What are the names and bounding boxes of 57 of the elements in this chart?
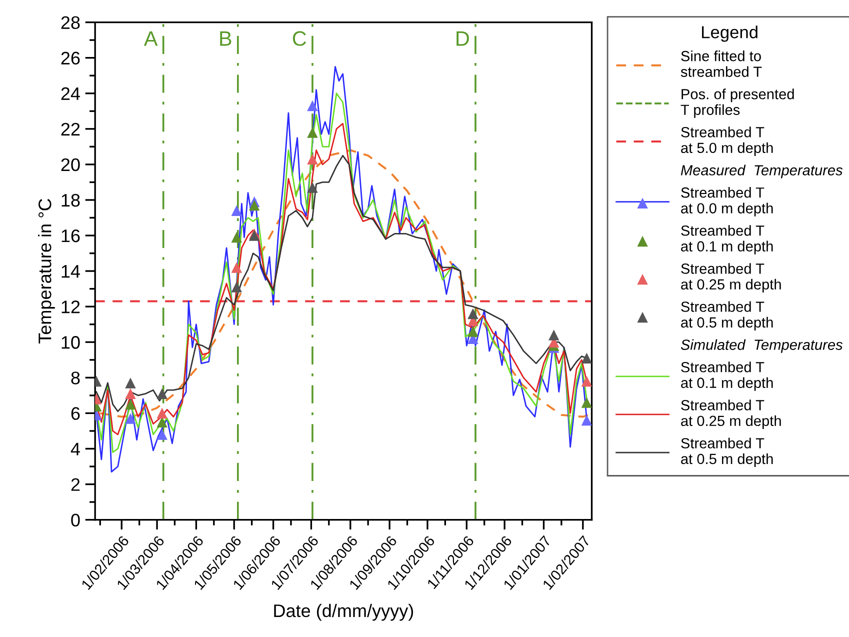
point <box>581 397 592 408</box>
point <box>307 154 318 164</box>
ref-line-label: C <box>292 31 306 46</box>
point <box>125 388 136 400</box>
point <box>307 127 318 138</box>
y-tick-label: 24 <box>61 87 80 100</box>
point <box>231 282 242 292</box>
y-tick-label: 16 <box>62 229 80 242</box>
legend-label: Streambed T at 0.25 m depth <box>681 263 781 292</box>
legend-label: Sine fitted to streambed T <box>680 50 762 77</box>
point <box>231 262 242 273</box>
y-tick-label: 10 <box>62 336 80 349</box>
y-tick-label: 4 <box>70 442 80 456</box>
point <box>468 326 478 337</box>
x-axis-title: Date (d/mm/yyyy) <box>274 604 414 621</box>
y-tick-label: 12 <box>62 300 80 314</box>
text: Measured Temperatures <box>680 164 843 178</box>
legend-label: Streambed T at 0.0 m depth <box>681 187 773 216</box>
point <box>307 100 318 112</box>
y-tick-label: 8 <box>71 372 80 384</box>
ref-line-label: D <box>456 31 469 46</box>
point <box>307 182 318 193</box>
y-tick-label: 14 <box>62 265 80 278</box>
point <box>581 376 592 387</box>
ref-line-label: A <box>144 31 158 46</box>
y-tick-label: 2 <box>71 478 80 491</box>
y-tick-label: 18 <box>62 194 80 207</box>
point <box>248 200 260 211</box>
point <box>156 429 168 440</box>
point <box>125 378 136 388</box>
point <box>125 398 136 410</box>
y-tick-label: 0 <box>71 514 80 527</box>
point <box>156 408 168 419</box>
legend-label: Streambed T at 5.0 m depth <box>681 126 773 156</box>
point <box>231 205 242 216</box>
point <box>125 413 136 424</box>
legend-label: Streambed T at 0.1 m depth <box>681 362 773 391</box>
legend-label: Streambed T at 0.1 m depth <box>681 225 773 254</box>
y-tick-label: 20 <box>61 158 80 172</box>
ref-line-label: B <box>220 31 232 46</box>
y-tick-label: 6 <box>71 407 80 420</box>
legend-label: Streambed T at 0.5 m depth <box>681 438 773 467</box>
point <box>468 308 478 320</box>
y-tick-label: 28 <box>61 16 80 30</box>
text: Pos. of presented T profiles <box>680 88 794 118</box>
point <box>581 414 592 426</box>
legend-title: Legend <box>702 26 758 42</box>
point <box>156 388 168 400</box>
legend-label: Streambed T at 0.25 m depth <box>681 400 781 429</box>
y-tick-label: 26 <box>61 52 80 65</box>
legend-label: Streambed T at 0.5 m depth <box>681 301 773 330</box>
point <box>548 330 560 340</box>
point <box>231 232 242 243</box>
point <box>581 352 592 364</box>
text: Simulated Temperatures <box>680 339 843 353</box>
y-tick-label: 22 <box>61 122 80 136</box>
y-axis-title: Temperature in °C <box>38 198 55 344</box>
